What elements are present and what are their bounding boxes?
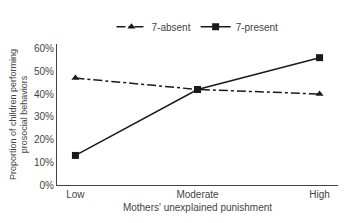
svg-text:60%: 60% [34,43,54,54]
svg-text:7-absent: 7-absent [152,22,191,33]
svg-text:Low: Low [66,189,85,200]
svg-text:0%: 0% [40,180,55,191]
svg-text:Proportion of children perform: Proportion of children performingprosoci… [8,49,30,180]
svg-text:7-present: 7-present [236,22,278,33]
svg-text:High: High [309,189,330,200]
svg-text:Moderate: Moderate [176,189,219,200]
svg-text:20%: 20% [34,134,54,145]
svg-text:30%: 30% [34,111,54,122]
svg-text:50%: 50% [34,66,54,77]
svg-text:10%: 10% [34,157,54,168]
svg-text:40%: 40% [34,89,54,100]
svg-text:Mothers' unexplained punishmen: Mothers' unexplained punishment [123,202,272,213]
